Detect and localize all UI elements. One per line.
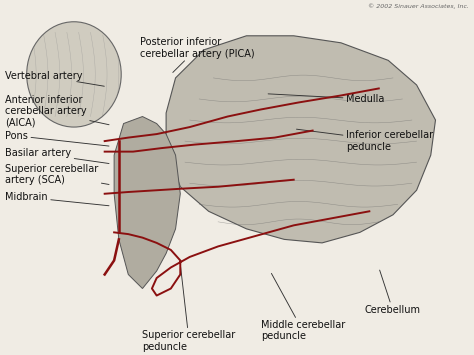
Text: Basilar artery: Basilar artery	[5, 148, 109, 164]
Text: Superior cerebellar
artery (SCA): Superior cerebellar artery (SCA)	[5, 164, 109, 185]
Text: © 2002 Sinauer Associates, Inc.: © 2002 Sinauer Associates, Inc.	[368, 4, 469, 10]
Text: Superior cerebellar
peduncle: Superior cerebellar peduncle	[143, 267, 236, 352]
Polygon shape	[114, 116, 180, 289]
Ellipse shape	[27, 22, 121, 127]
Text: Medulla: Medulla	[268, 94, 384, 104]
Text: Vertebral artery: Vertebral artery	[5, 71, 104, 86]
Text: Midbrain: Midbrain	[5, 192, 109, 206]
Text: Posterior inferior
cerebellar artery (PICA): Posterior inferior cerebellar artery (PI…	[140, 37, 255, 72]
Text: Pons: Pons	[5, 131, 109, 146]
Text: Anterior inferior
cerebellar artery
(AICA): Anterior inferior cerebellar artery (AIC…	[5, 95, 109, 128]
Polygon shape	[166, 36, 436, 243]
Text: Middle cerebellar
peduncle: Middle cerebellar peduncle	[261, 273, 345, 342]
Text: Cerebellum: Cerebellum	[365, 270, 420, 315]
Text: Inferior cerebellar
peduncle: Inferior cerebellar peduncle	[296, 129, 433, 152]
